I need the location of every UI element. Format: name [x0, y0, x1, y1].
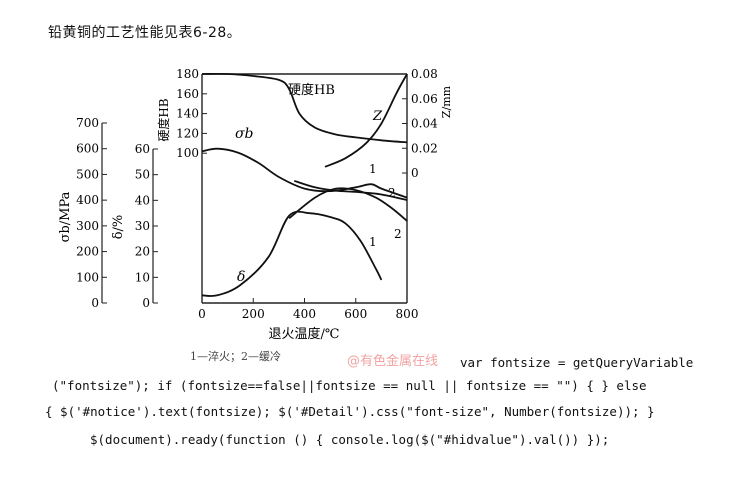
- hardness-axis-title: 硬度HB: [156, 98, 171, 141]
- curve-1-lower-label: 1: [369, 235, 377, 249]
- x-tick-label: 200: [242, 307, 265, 321]
- delta-tick-label: 40: [135, 193, 150, 207]
- annealing-properties-figure: σb/MPa δ/% 硬度HB Z/mm 退火温度/℃ 硬度HB Z σb δ …: [52, 62, 454, 345]
- delta-curve-label: δ: [237, 269, 245, 285]
- x-axis-title: 退火温度/℃: [269, 326, 340, 342]
- delta-tick-label: 60: [135, 142, 150, 156]
- delta-tick-label: 10: [135, 270, 150, 284]
- sigma-tick-label: 100: [76, 270, 99, 284]
- delta-tick-label: 20: [135, 245, 150, 259]
- hardness-tick-label: 180: [176, 67, 199, 81]
- code-line-1: var fontsize = getQueryVariable: [460, 355, 694, 370]
- delta-tick-label: 0: [142, 296, 150, 310]
- hardness-tick-label: 100: [176, 146, 199, 160]
- z-tick-label: 0.02: [411, 141, 438, 155]
- figure-caption: 1—淬火；2—缓冷: [190, 350, 281, 363]
- hardness-tick-label: 120: [176, 126, 199, 140]
- x-tick-label: 0: [198, 307, 206, 321]
- z-axis-title: Z/mm: [440, 85, 453, 118]
- series-5-line: [201, 210, 383, 297]
- sigma-tick-label: 600: [76, 142, 99, 156]
- delta-axis-title: δ/%: [111, 215, 126, 240]
- series-4-line: [294, 180, 408, 201]
- series-2-line: [324, 73, 408, 168]
- sigma-tick-label: 200: [76, 245, 99, 259]
- annealing-chart: σb/MPa δ/% 硬度HB Z/mm 退火温度/℃ 硬度HB Z σb δ …: [58, 67, 453, 342]
- curve-2-lower-label: 2: [394, 227, 402, 241]
- sigma-tick-label: 0: [91, 296, 99, 310]
- code-line-4: $(document).ready(function () { console.…: [90, 432, 610, 447]
- sigma-tick-label: 500: [76, 167, 99, 181]
- curve-1-upper-label: 1: [369, 162, 377, 176]
- intro-text: 铅黄铜的工艺性能见表6-28。: [48, 25, 242, 41]
- x-tick-label: 800: [396, 307, 419, 321]
- x-tick-label: 400: [293, 307, 316, 321]
- code-line-3: { $('#notice').text(fontsize); $('#Detai…: [45, 404, 655, 419]
- sigma-tick-label: 700: [76, 116, 99, 130]
- z-tick-label: 0.08: [411, 67, 438, 81]
- delta-tick-label: 30: [135, 219, 150, 233]
- code-line-2: ("fontsize"); if (fontsize==false||fonts…: [52, 378, 647, 393]
- z-curve-label: Z: [372, 109, 383, 124]
- sigma-curve-label: σb: [235, 126, 254, 142]
- hardness-curve-label: 硬度HB: [288, 82, 335, 98]
- z-tick-label: 0: [411, 166, 419, 180]
- z-tick-label: 0.04: [411, 117, 438, 131]
- series-1-line: [201, 72, 408, 144]
- z-tick-label: 0.06: [411, 92, 438, 106]
- sigma-axis-title: σb/MPa: [58, 191, 73, 242]
- delta-tick-label: 50: [135, 168, 150, 182]
- series-6-line: [288, 187, 408, 222]
- series-3-line: [201, 147, 408, 199]
- sigma-tick-label: 400: [76, 193, 99, 207]
- sigma-tick-label: 300: [76, 219, 99, 233]
- hardness-tick-label: 160: [176, 87, 199, 101]
- watermark-text: @有色金属在线: [347, 354, 439, 369]
- hardness-tick-label: 140: [176, 107, 199, 121]
- x-tick-label: 600: [344, 307, 367, 321]
